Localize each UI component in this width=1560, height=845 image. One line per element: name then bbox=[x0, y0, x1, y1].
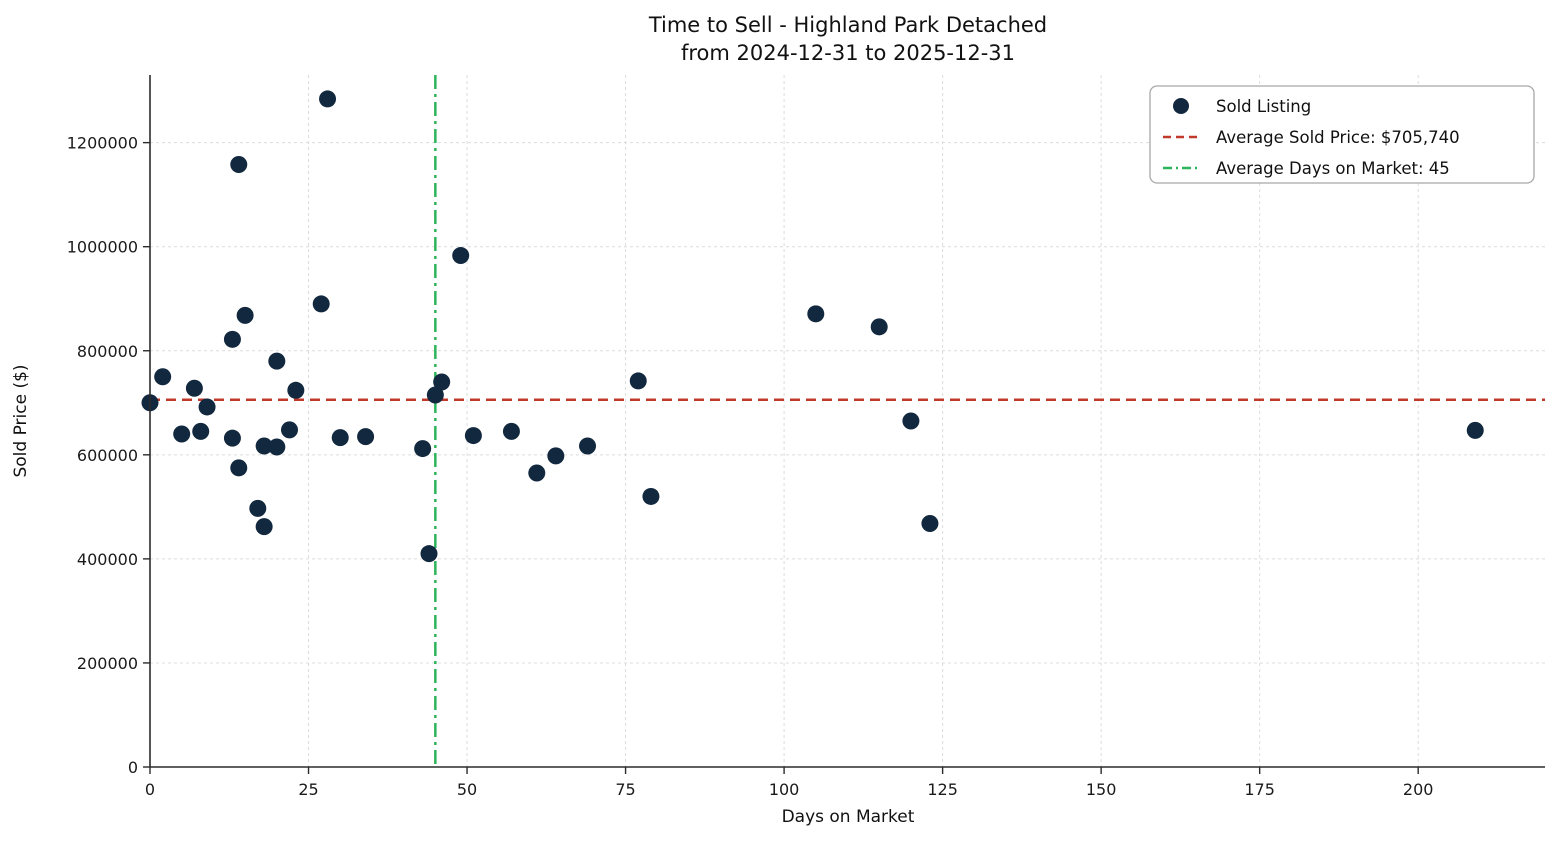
scatter-point bbox=[902, 412, 920, 430]
scatter-point bbox=[921, 514, 939, 532]
y-tick-label: 600000 bbox=[77, 446, 138, 465]
reference-lines-layer bbox=[150, 75, 1545, 767]
chart-title-line1: Time to Sell - Highland Park Detached bbox=[648, 13, 1047, 37]
axes-layer: 0 25 50 75 100 125 150 175 200 0 200000 400000 60000… bbox=[67, 75, 1545, 799]
legend-item-label: Sold Listing bbox=[1216, 97, 1311, 116]
scatter-point bbox=[230, 155, 248, 173]
scatter-point bbox=[629, 372, 647, 390]
scatter-point bbox=[642, 487, 660, 505]
chart-title-line2: from 2024-12-31 to 2025-12-31 bbox=[681, 41, 1015, 65]
y-tick-label: 200000 bbox=[77, 654, 138, 673]
x-tick-label: 25 bbox=[298, 780, 318, 799]
scatter-point bbox=[528, 464, 546, 482]
y-axis-label: Sold Price ($) bbox=[11, 364, 31, 477]
x-tick-label: 100 bbox=[769, 780, 800, 799]
scatter-point bbox=[255, 518, 273, 536]
scatter-point bbox=[331, 429, 349, 447]
scatter-point bbox=[579, 437, 597, 455]
scatter-point bbox=[807, 305, 825, 323]
scatter-point bbox=[223, 429, 241, 447]
scatter-point bbox=[312, 295, 330, 313]
y-tick-label: 1200000 bbox=[67, 134, 138, 153]
scatter-point bbox=[198, 398, 216, 416]
legend: Sold Listing Average Sold Price: $705,740… bbox=[1149, 85, 1535, 184]
scatter-point bbox=[870, 318, 888, 336]
x-tick-label: 75 bbox=[615, 780, 635, 799]
scatter-points-layer bbox=[141, 90, 1484, 563]
scatter-point bbox=[281, 421, 298, 439]
legend-marker-dot bbox=[1173, 98, 1189, 114]
x-tick-label: 175 bbox=[1244, 780, 1275, 799]
scatter-point bbox=[185, 379, 203, 397]
scatter-point bbox=[249, 499, 267, 517]
scatter-point bbox=[230, 459, 248, 477]
scatter-point bbox=[420, 545, 438, 563]
scatter-point bbox=[452, 247, 470, 265]
scatter-point bbox=[464, 427, 482, 445]
x-tick-label: 200 bbox=[1403, 780, 1434, 799]
scatter-point bbox=[319, 90, 337, 108]
scatter-point bbox=[268, 438, 286, 456]
scatter-point bbox=[223, 330, 241, 348]
legend-item-label: Average Sold Price: $705,740 bbox=[1216, 128, 1460, 147]
scatter-point bbox=[268, 352, 286, 370]
y-tick-label: 1000000 bbox=[67, 238, 138, 257]
scatter-point bbox=[154, 368, 172, 386]
y-tick-label: 800000 bbox=[77, 342, 138, 361]
scatter-point bbox=[1466, 421, 1484, 439]
x-tick-label: 125 bbox=[927, 780, 958, 799]
x-tick-label: 150 bbox=[1086, 780, 1117, 799]
scatter-point bbox=[255, 437, 273, 455]
y-tick-label: 0 bbox=[128, 758, 138, 777]
scatter-point bbox=[547, 447, 565, 465]
scatter-point bbox=[236, 306, 254, 324]
scatter-point bbox=[426, 386, 444, 404]
scatter-point bbox=[357, 428, 375, 446]
x-tick-label: 0 bbox=[145, 780, 155, 799]
y-tick-label: 400000 bbox=[77, 550, 138, 569]
scatter-point bbox=[173, 425, 191, 443]
scatter-point bbox=[414, 440, 432, 458]
x-axis-label: Days on Market bbox=[782, 807, 915, 827]
scatter-point bbox=[192, 422, 210, 440]
scatter-point bbox=[502, 422, 520, 440]
scatter-point bbox=[287, 381, 305, 399]
x-tick-label: 50 bbox=[457, 780, 477, 799]
legend-box bbox=[1149, 85, 1535, 184]
legend-item-label: Average Days on Market: 45 bbox=[1216, 159, 1450, 178]
scatter-point bbox=[433, 373, 451, 391]
